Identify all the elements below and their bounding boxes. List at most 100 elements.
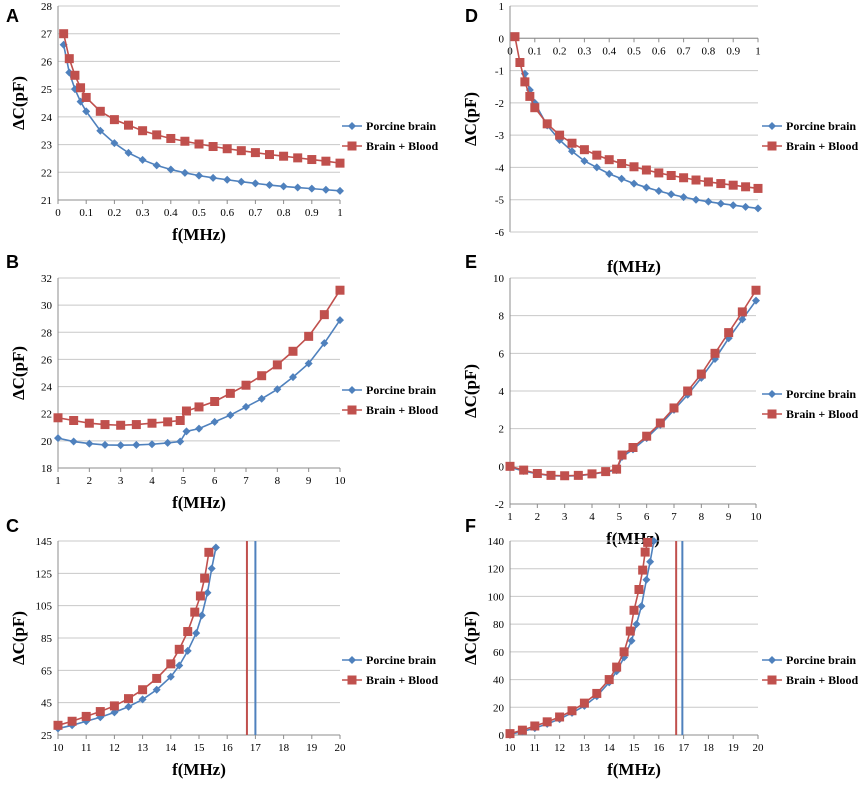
data-point-brain-blood (555, 130, 565, 140)
data-point-brain-blood (517, 725, 527, 735)
y-axis-title: ΔC(pF) (9, 611, 28, 665)
legend-label: Porcine brain (366, 119, 436, 133)
data-point-brain-blood (573, 470, 583, 480)
data-point-brain-blood (152, 673, 162, 683)
y-tick-label: 45 (41, 698, 53, 710)
data-point-brain-blood (194, 139, 204, 149)
data-point-brain-blood (592, 688, 602, 698)
y-tick-label: 1 (499, 1, 505, 13)
data-point-brain-blood (587, 469, 597, 479)
x-tick-label: 4 (149, 475, 155, 487)
data-point-brain-blood (710, 348, 720, 358)
x-tick-label: 11 (81, 742, 92, 754)
x-tick-label: 0.3 (136, 207, 150, 219)
data-point-porcine-brain (176, 437, 185, 446)
data-point-brain-blood (691, 175, 701, 185)
x-tick-label: 2 (87, 475, 93, 487)
y-axis-title: ΔC(pF) (9, 76, 28, 130)
x-tick-label: 17 (250, 742, 262, 754)
legend-marker (347, 405, 357, 415)
data-point-porcine-brain (580, 156, 589, 165)
data-point-brain-blood (307, 155, 317, 165)
data-point-porcine-brain (729, 201, 738, 210)
data-point-brain-blood (163, 417, 173, 427)
data-point-brain-blood (200, 573, 210, 583)
data-point-brain-blood (638, 565, 648, 575)
data-point-porcine-brain (617, 174, 626, 183)
data-point-brain-blood (53, 720, 63, 730)
data-point-porcine-brain (630, 179, 638, 188)
x-tick-label: 10 (335, 475, 347, 487)
data-point-brain-blood (612, 662, 622, 672)
data-point-brain-blood (84, 418, 94, 428)
data-point-brain-blood (321, 156, 331, 166)
data-point-porcine-brain (568, 147, 576, 156)
y-tick-label: 60 (493, 647, 505, 659)
data-point-porcine-brain (754, 204, 762, 213)
x-tick-label: 8 (699, 511, 705, 523)
data-point-brain-blood (737, 307, 747, 317)
data-point-brain-blood (505, 461, 515, 471)
data-point-porcine-brain (642, 183, 651, 192)
data-point-brain-blood (241, 380, 251, 390)
data-point-porcine-brain (203, 588, 212, 597)
series-line-porcine-brain (57, 547, 217, 730)
y-tick-label: 23 (41, 140, 53, 152)
data-point-brain-blood (510, 32, 520, 42)
data-point-brain-blood (138, 126, 148, 136)
y-tick-label: 22 (41, 167, 52, 179)
data-point-brain-blood (655, 418, 665, 428)
x-tick-label: 0.4 (602, 45, 616, 57)
data-point-brain-blood (612, 464, 622, 474)
data-point-brain-blood (617, 159, 627, 169)
data-point-porcine-brain (183, 646, 192, 655)
x-tick-label: 8 (275, 475, 281, 487)
legend-marker (768, 390, 776, 398)
y-tick-label: 65 (41, 665, 53, 677)
legend-label: Porcine brain (786, 653, 856, 667)
x-tick-label: 10 (53, 742, 65, 754)
data-point-brain-blood (505, 729, 515, 739)
data-point-porcine-brain (54, 434, 62, 443)
data-point-porcine-brain (667, 190, 676, 199)
panel-label: F (465, 516, 476, 536)
data-point-porcine-brain (166, 165, 175, 174)
data-point-brain-blood (728, 180, 738, 190)
data-point-brain-blood (335, 285, 345, 295)
legend: Porcine brain Brain + Blood (342, 119, 439, 153)
data-point-porcine-brain (646, 557, 655, 566)
x-tick-label: 15 (629, 742, 641, 754)
data-point-porcine-brain (320, 339, 329, 348)
data-point-porcine-brain (642, 575, 651, 584)
y-tick-label: 0 (499, 33, 505, 45)
panel-label: B (6, 252, 19, 272)
legend-label: Brain + Blood (786, 673, 858, 687)
data-point-brain-blood (138, 685, 148, 695)
data-point-brain-blood (67, 716, 77, 726)
data-point-brain-blood (124, 694, 133, 704)
y-tick-label: -2 (495, 98, 504, 110)
data-point-brain-blood (76, 83, 86, 93)
data-point-porcine-brain (163, 438, 172, 447)
legend-marker (768, 122, 776, 130)
legend-marker (347, 141, 357, 151)
data-point-porcine-brain (211, 543, 220, 552)
x-tick-label: 0.2 (108, 207, 122, 219)
legend-label: Brain + Blood (786, 407, 858, 421)
x-tick-label: 1 (55, 475, 61, 487)
data-point-brain-blood (195, 591, 205, 601)
data-point-brain-blood (642, 431, 652, 441)
data-point-porcine-brain (654, 186, 663, 195)
y-tick-label: 10 (493, 273, 505, 285)
data-point-brain-blood (190, 607, 200, 617)
y-axis-title: ΔC(pF) (9, 346, 28, 400)
y-tick-label: 140 (488, 536, 505, 548)
x-tick-label: 7 (243, 475, 249, 487)
legend-label: Porcine brain (786, 119, 856, 133)
data-point-brain-blood (100, 420, 110, 430)
x-axis-title: f(MHz) (172, 493, 226, 512)
series-line-brain-blood (57, 552, 210, 727)
data-point-brain-blood (724, 328, 734, 338)
y-axis-title: ΔC(pF) (461, 364, 480, 418)
